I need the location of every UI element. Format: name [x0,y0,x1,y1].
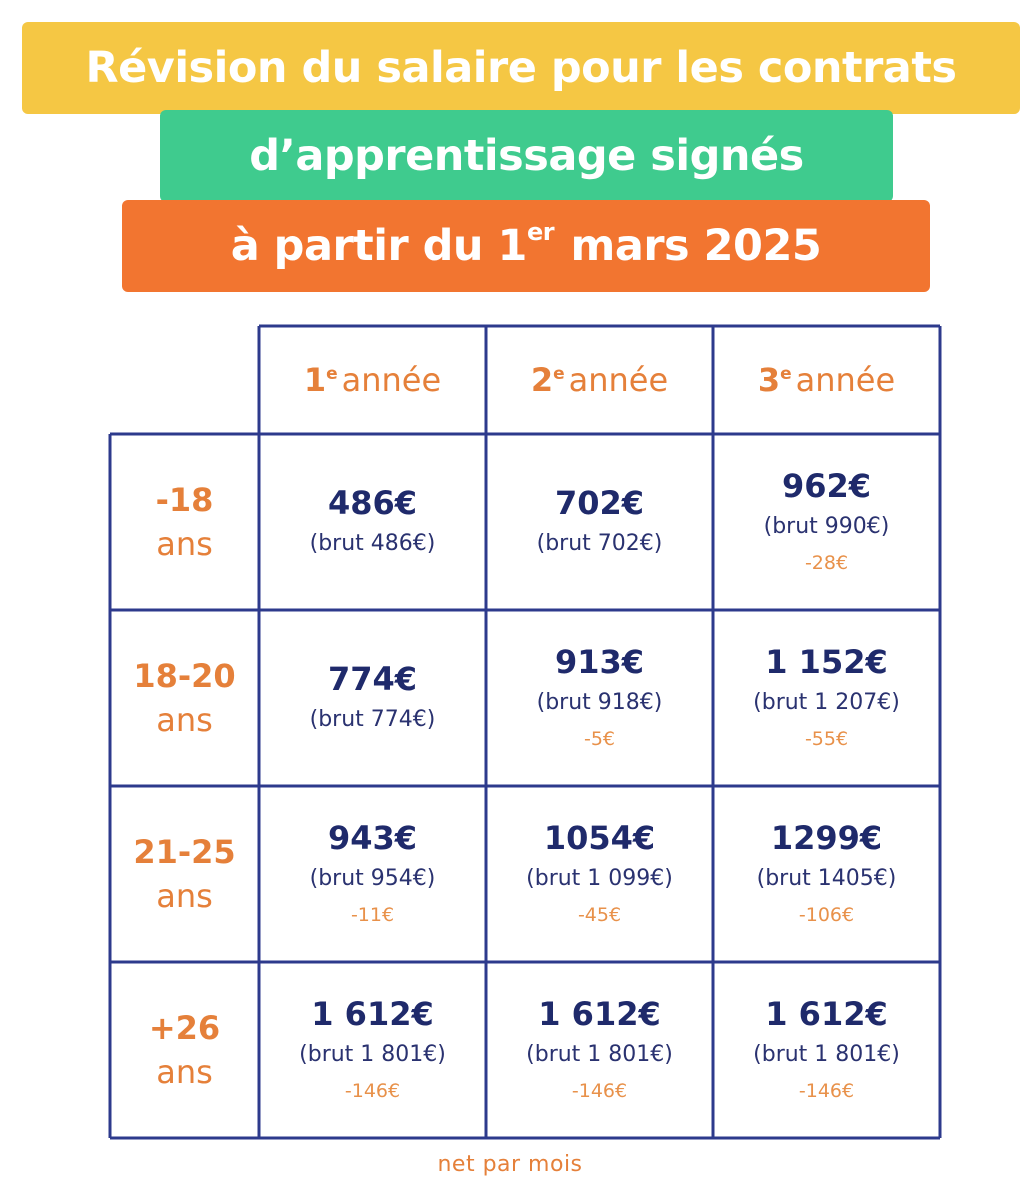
salary-difference: -106€ [798,904,855,926]
column-header-label: année [568,361,669,399]
gross-salary: (brut 1 207€) [753,690,900,715]
salary-cell: 1 612€ (brut 1 801€) -146€ [713,962,940,1138]
net-salary: 1 152€ [765,643,888,681]
gross-salary: (brut 1405€) [756,866,897,891]
net-salary: 1054€ [543,819,656,857]
salary-cell: 962€ (brut 990€) -28€ [713,434,940,610]
title-banner-line1: Révision du salaire pour les contrats [22,22,1020,114]
row-header-unit: ans [156,1053,213,1091]
salary-difference: -146€ [798,1080,855,1102]
row-header: 21-25 ans [110,786,259,962]
net-salary: 774€ [327,660,418,698]
net-salary: 486€ [327,484,418,522]
row-header-unit: ans [156,877,213,915]
row-header-age: -18 [155,481,214,519]
net-salary: 1 612€ [765,995,888,1033]
column-header-text: 3e année [758,361,895,399]
salary-difference: -5€ [583,728,616,750]
column-header-superscript: e [780,364,792,384]
net-salary: 702€ [554,484,645,522]
net-salary: 943€ [327,819,418,857]
gross-salary: (brut 918€) [536,690,663,715]
title-line1: Révision du salaire pour les contrats [85,43,957,93]
gross-salary: (brut 954€) [309,866,436,891]
row-header: +26 ans [110,962,259,1138]
salary-difference: -11€ [350,904,395,926]
row-header: 18-20 ans [110,610,259,786]
title-banner-line3: à partir du 1 er mars 2025 [122,200,930,292]
title-line2: d’apprentissage signés [249,131,804,181]
column-header-label: année [341,361,442,399]
title-line3-prefix: à partir du 1 [230,221,528,271]
net-salary: 962€ [781,467,872,505]
salary-cell: 943€ (brut 954€) -11€ [259,786,486,962]
net-salary: 913€ [554,643,645,681]
net-salary: 1299€ [770,819,883,857]
net-salary: 1 612€ [311,995,434,1033]
salary-cell: 1054€ (brut 1 099€) -45€ [486,786,713,962]
column-header-superscript: e [553,364,565,384]
row-header-unit: ans [156,701,213,739]
row-header-age: 21-25 [133,833,236,871]
gross-salary: (brut 1 099€) [526,866,673,891]
column-header-ordinal: 3 [757,361,781,399]
column-header: 2e année [486,326,713,434]
gross-salary: (brut 486€) [309,531,436,556]
column-header-superscript: e [326,364,338,384]
salary-cell: 702€ (brut 702€) [486,434,713,610]
gross-salary: (brut 702€) [536,531,663,556]
row-header-age: 18-20 [133,657,236,695]
row-header: -18 ans [110,434,259,610]
gross-salary: (brut 774€) [309,707,436,732]
salary-difference: -28€ [804,552,849,574]
salary-cell: 1299€ (brut 1405€) -106€ [713,786,940,962]
row-header-age: +26 [148,1009,221,1047]
title-line3-suffix: mars 2025 [556,221,822,271]
row-header-unit: ans [156,525,213,563]
column-header-ordinal: 2 [530,361,554,399]
salary-difference: -45€ [577,904,622,926]
column-header-ordinal: 1 [303,361,327,399]
net-salary: 1 612€ [538,995,661,1033]
table-footnote: net par mois [437,1152,583,1177]
gross-salary: (brut 1 801€) [753,1042,900,1067]
column-header: 3e année [713,326,940,434]
salary-difference: -146€ [344,1080,401,1102]
salary-cell: 1 612€ (brut 1 801€) -146€ [486,962,713,1138]
column-header-text: 1e année [304,361,441,399]
salary-difference: -55€ [804,728,849,750]
salary-cell: 1 612€ (brut 1 801€) -146€ [259,962,486,1138]
salary-cell: 1 152€ (brut 1 207€) -55€ [713,610,940,786]
column-header-label: année [795,361,896,399]
title-line3-superscript: er [526,218,555,246]
salary-difference: -146€ [571,1080,628,1102]
gross-salary: (brut 1 801€) [526,1042,673,1067]
salary-cell: 913€ (brut 918€) -5€ [486,610,713,786]
salary-cell: 486€ (brut 486€) [259,434,486,610]
column-header: 1e année [259,326,486,434]
salary-cell: 774€ (brut 774€) [259,610,486,786]
title-banner-line2: d’apprentissage signés [160,110,893,202]
gross-salary: (brut 990€) [763,514,890,539]
column-header-text: 2e année [531,361,668,399]
gross-salary: (brut 1 801€) [299,1042,446,1067]
